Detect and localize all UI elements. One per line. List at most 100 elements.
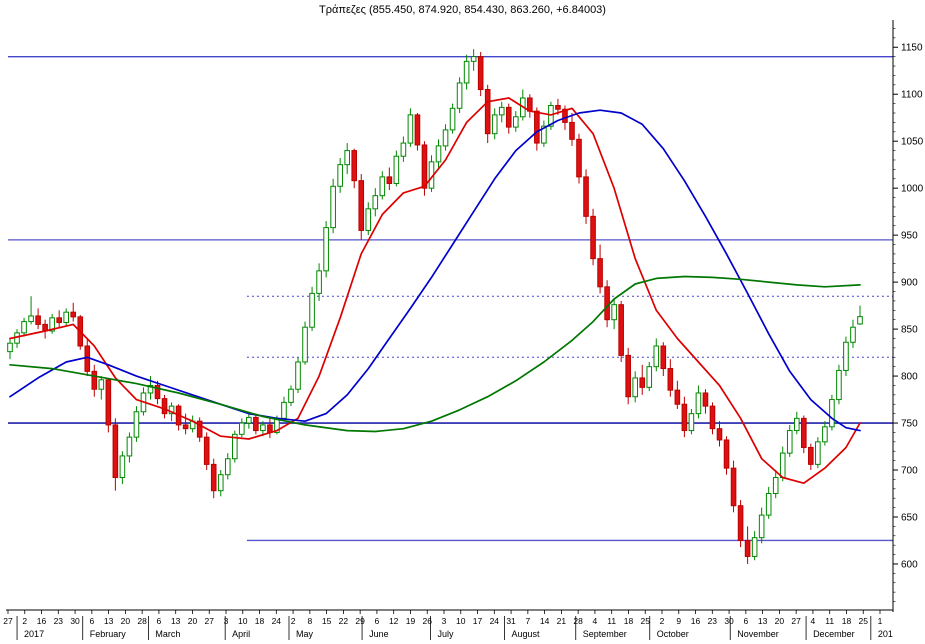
candle [808, 443, 814, 471]
x-axis-month-label: July [438, 629, 455, 639]
x-axis-week-label: 27 [204, 616, 214, 626]
x-axis-week-label: 11 [607, 616, 616, 626]
x-axis-week-label: 25 [640, 616, 650, 626]
candle [112, 418, 119, 491]
candle [288, 385, 294, 407]
candle [351, 148, 358, 189]
candle [632, 371, 639, 403]
x-axis-week-label: 2 [22, 616, 27, 626]
candle [836, 364, 842, 405]
candle [695, 385, 702, 419]
candle [681, 396, 688, 438]
candle [597, 244, 603, 294]
candle [56, 310, 62, 328]
candle [815, 437, 821, 469]
x-axis-month-label: March [155, 629, 180, 639]
x-axis-week-label: 27 [3, 616, 13, 626]
candle [119, 451, 126, 485]
candle [660, 342, 667, 377]
x-axis-week-label: 4 [593, 616, 598, 626]
x-axis-month-label: February [90, 629, 127, 639]
candle [505, 103, 512, 134]
candle [302, 321, 308, 365]
candle [569, 113, 575, 146]
x-axis-week-label: 27 [791, 616, 801, 626]
candle [491, 108, 498, 140]
candle [295, 357, 301, 393]
candle [239, 418, 245, 438]
y-axis-label: 950 [901, 231, 918, 242]
candle [217, 470, 224, 497]
y-axis: 1150 1100 1050 1000 950 900 850 800 750 700 650 600 [892, 20, 924, 612]
x-axis-week-label: 11 [825, 616, 834, 626]
candle [253, 413, 259, 435]
candle [583, 169, 589, 224]
candle [611, 299, 617, 330]
candle [231, 430, 238, 463]
candle [758, 507, 765, 544]
y-axis-label: 1100 [901, 90, 923, 101]
x-axis-week-label: 24 [272, 616, 282, 626]
ma-fast-line [9, 97, 861, 485]
x-axis-week-label: 30 [724, 616, 734, 626]
candle [674, 380, 681, 409]
y-axis-label: 650 [901, 512, 918, 523]
candle [196, 417, 203, 442]
x-axis-month-label: June [369, 629, 389, 639]
candle [590, 208, 596, 266]
candle [21, 317, 27, 337]
ma-slow-line [9, 275, 861, 433]
candle [730, 460, 737, 513]
x-axis-week-label: 20 [775, 616, 785, 626]
x-axis-week-label: 23 [708, 616, 718, 626]
candle [337, 158, 343, 193]
y-axis-label: 600 [901, 559, 918, 570]
candle [709, 402, 716, 435]
candle [618, 300, 624, 362]
candle [512, 111, 519, 132]
candle [14, 329, 20, 348]
candle [702, 389, 709, 414]
candle [133, 406, 140, 442]
x-axis-week-label: 16 [691, 616, 701, 626]
candle [154, 380, 161, 405]
candle [786, 424, 793, 457]
support-resistance-lines [8, 55, 893, 542]
y-axis-label: 900 [901, 278, 918, 289]
candle [801, 415, 807, 454]
candle [316, 263, 322, 301]
candle [344, 143, 350, 175]
x-axis-week-label: 6 [157, 616, 162, 626]
x-axis-week-label: 16 [37, 616, 47, 626]
x-axis-week-label: 25 [858, 616, 868, 626]
x-axis-month-label: October [657, 629, 689, 639]
x-axis-week-label: 24 [490, 616, 500, 626]
candle [246, 411, 252, 429]
x-axis-week-label: 4 [811, 616, 816, 626]
candle [7, 338, 13, 360]
candle [646, 361, 653, 392]
candle [175, 404, 182, 431]
x-axis: 27 2 16 23 30 6 13 20 28 6 13 20 27 3 10 18 24 2 8 15 22 29 6 1… [3, 609, 893, 640]
x-axis-week-label: 6 [743, 616, 748, 626]
candle [688, 408, 695, 435]
x-axis-week-label: 13 [171, 616, 181, 626]
candle [400, 136, 407, 162]
x-axis-week-label: 2 [291, 616, 296, 626]
x-axis-week-label: 3 [224, 616, 229, 626]
candle [498, 101, 505, 123]
candle [751, 531, 758, 561]
candle [70, 302, 77, 322]
candle [414, 113, 421, 151]
y-axis-label: 700 [901, 466, 918, 477]
candle [182, 413, 189, 435]
candle [857, 305, 863, 325]
x-axis-week-label: 29 [355, 616, 365, 626]
candle [639, 364, 646, 395]
ma-medium-line [9, 109, 861, 432]
x-axis-week-label: 12 [389, 616, 399, 626]
x-axis-week-label: 7 [525, 616, 530, 626]
x-axis-week-label: 28 [137, 616, 147, 626]
candle [49, 314, 55, 334]
